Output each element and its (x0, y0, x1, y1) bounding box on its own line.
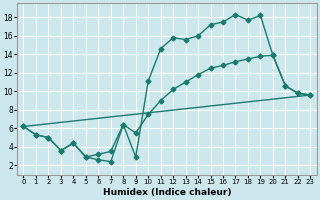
X-axis label: Humidex (Indice chaleur): Humidex (Indice chaleur) (103, 188, 231, 197)
